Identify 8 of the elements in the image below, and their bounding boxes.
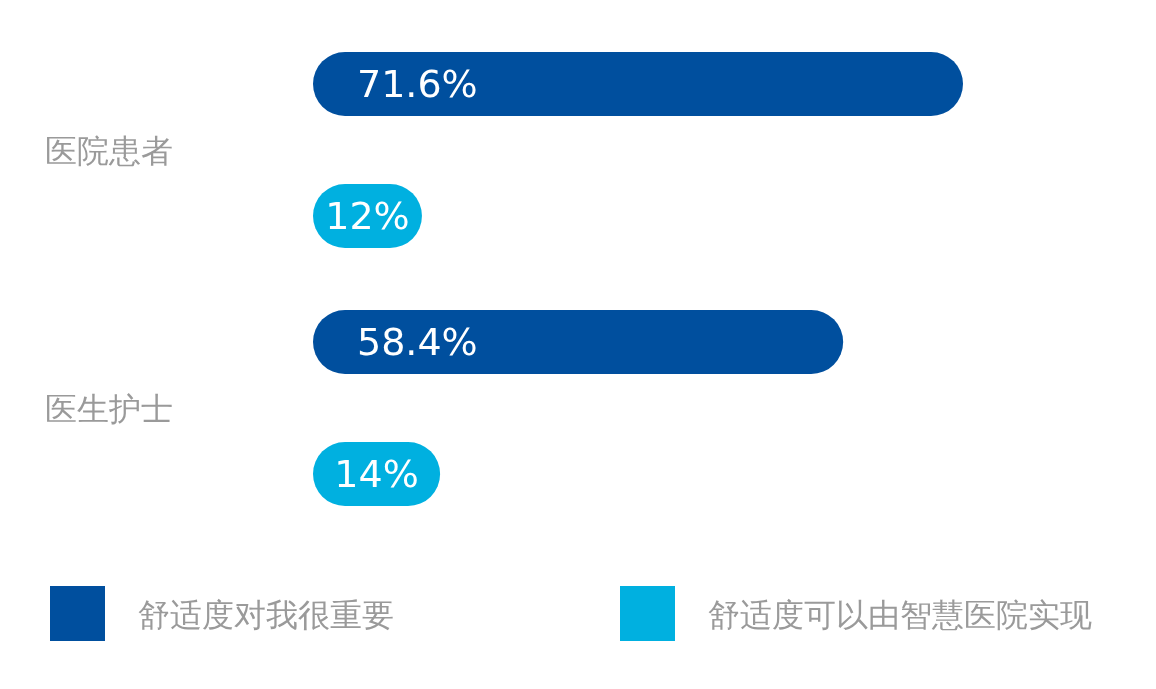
data-label: 12% — [325, 194, 410, 238]
data-label: 58.4% — [357, 320, 478, 364]
y-tick-label: 医生护士 — [45, 390, 173, 428]
data-label: 71.6% — [357, 62, 478, 106]
legend-label: 舒适度对我很重要 — [138, 596, 394, 634]
data-label: 14% — [334, 452, 419, 496]
y-tick-label: 医院患者 — [45, 132, 173, 170]
legend-label: 舒适度可以由智慧医院实现 — [708, 596, 1092, 634]
